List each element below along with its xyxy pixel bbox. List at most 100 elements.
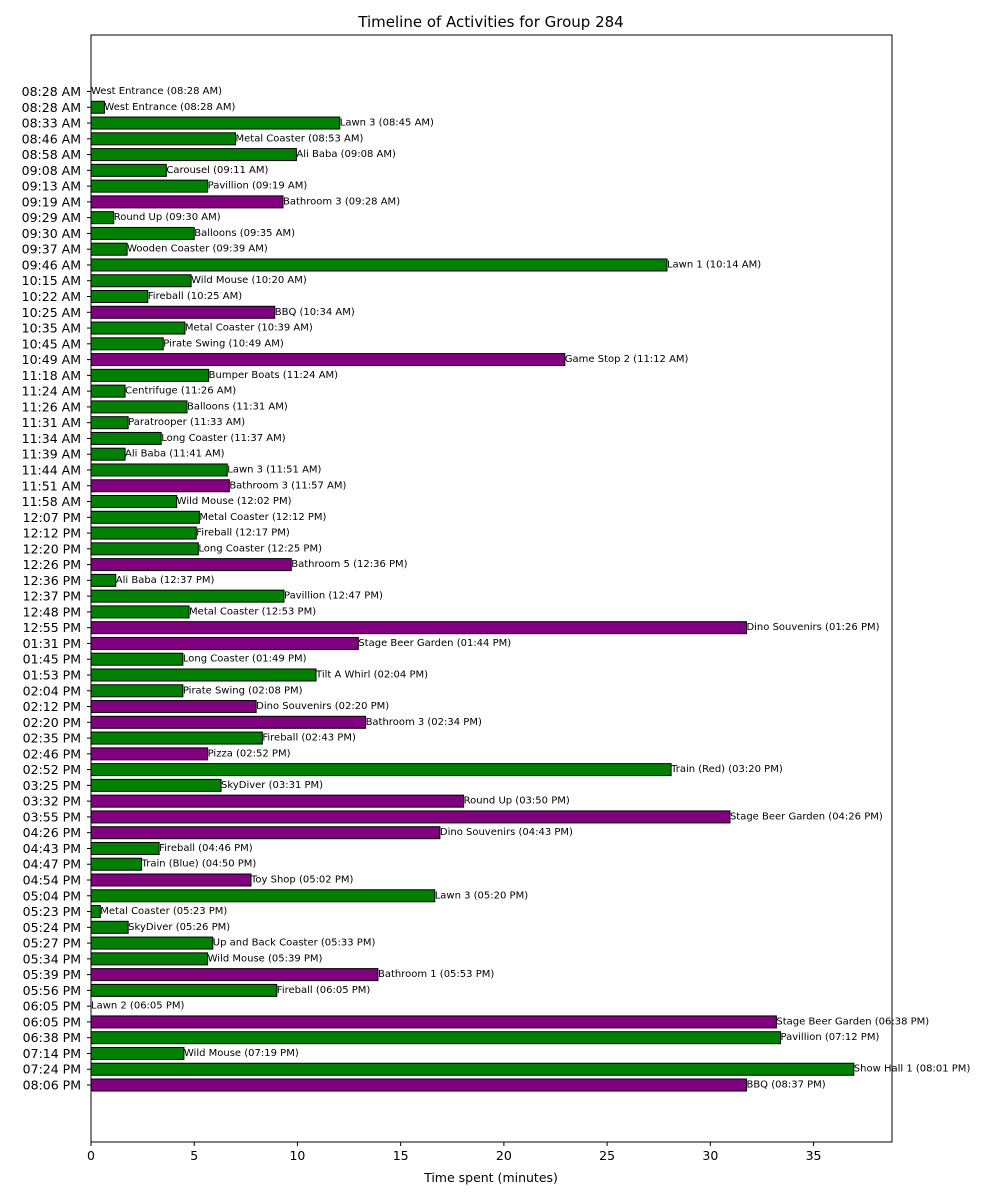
- y-tick-label-23: 11:39 AM: [22, 447, 81, 462]
- y-tick-label-45: 03:32 PM: [23, 794, 81, 809]
- bar-label-3: Metal Coaster (08:53 AM): [236, 133, 364, 144]
- bar-label-13: Fireball (10:25 AM): [148, 291, 242, 302]
- bar-11: [90, 258, 668, 272]
- bar-label-6: Pavillion (09:19 AM): [208, 181, 308, 192]
- y-tick-label-15: 10:35 AM: [22, 321, 81, 336]
- y-tick-label-55: 05:34 PM: [23, 951, 81, 966]
- bar-40: [90, 715, 367, 729]
- y-tick-label-63: 08:06 PM: [23, 1078, 81, 1093]
- y-tick-label-62: 07:24 PM: [23, 1062, 81, 1077]
- bar-label-28: Fireball (12:17 PM): [196, 528, 290, 539]
- y-tick-label-19: 11:24 AM: [22, 384, 81, 399]
- x-axis-label: Time spent (minutes): [423, 1170, 558, 1185]
- bar-label-56: Bathroom 1 (05:53 PM): [378, 969, 494, 980]
- y-tick-label-13: 10:22 AM: [22, 289, 81, 304]
- bar-34: [90, 621, 747, 635]
- y-tick-label-37: 01:53 PM: [23, 667, 81, 682]
- bar-label-38: Pirate Swing (02:08 PM): [183, 685, 303, 696]
- bar-52: [90, 905, 101, 919]
- bar-label-20: Balloons (11:31 AM): [187, 401, 288, 412]
- y-tick-label-40: 02:20 PM: [23, 715, 81, 730]
- y-tick-label-44: 03:25 PM: [23, 778, 81, 793]
- bar-label-9: Balloons (09:35 AM): [194, 228, 295, 239]
- y-tick-label-0: 08:28 AM: [22, 84, 81, 99]
- y-tick-label-59: 06:05 PM: [23, 1014, 81, 1029]
- bar-2: [90, 116, 341, 130]
- bar-1: [90, 100, 105, 114]
- bar-63: [90, 1078, 747, 1092]
- bar-label-43: Train (Red) (03:20 PM): [670, 764, 783, 775]
- bar-28: [90, 526, 197, 540]
- bar-25: [90, 479, 230, 493]
- bar-label-32: Pavillion (12:47 PM): [284, 591, 383, 602]
- y-tick-label-28: 12:12 PM: [23, 526, 81, 541]
- bar-label-14: BBQ (10:34 AM): [275, 307, 355, 318]
- bar-29: [90, 542, 199, 556]
- bar-label-55: Wild Mouse (05:39 PM): [208, 953, 323, 964]
- bar-label-60: Pavillion (07:12 PM): [781, 1032, 880, 1043]
- bar-62: [90, 1062, 855, 1076]
- bar-26: [90, 495, 178, 509]
- bar-48: [90, 841, 160, 855]
- bar-label-30: Bathroom 5 (12:36 PM): [291, 559, 407, 570]
- bar-24: [90, 463, 228, 477]
- bar-35: [90, 636, 359, 650]
- y-tick-label-3: 08:46 AM: [22, 131, 81, 146]
- bar-49: [90, 857, 143, 871]
- y-tick-label-8: 09:29 AM: [22, 210, 81, 225]
- y-tick-label-25: 11:51 AM: [22, 478, 81, 493]
- y-tick-label-35: 01:31 PM: [23, 636, 81, 651]
- y-tick-label-41: 02:35 PM: [23, 731, 81, 746]
- bar-label-11: Lawn 1 (10:14 AM): [667, 259, 761, 270]
- y-tick-label-4: 08:58 AM: [22, 147, 81, 162]
- bar-15: [90, 321, 186, 335]
- y-tick-label-14: 10:25 AM: [22, 305, 81, 320]
- y-tick-label-11: 09:46 AM: [22, 257, 81, 272]
- bar-label-40: Bathroom 3 (02:34 PM): [366, 717, 482, 728]
- y-tick-label-48: 04:43 PM: [23, 841, 81, 856]
- bar-16: [90, 337, 164, 351]
- y-tick-label-10: 09:37 AM: [22, 242, 81, 257]
- bar-14: [90, 305, 276, 319]
- y-tick-label-38: 02:04 PM: [23, 683, 81, 698]
- y-tick-label-22: 11:34 AM: [22, 431, 81, 446]
- bar-38: [90, 684, 184, 698]
- bar-45: [90, 794, 465, 808]
- bar-label-44: SkyDiver (03:31 PM): [221, 780, 323, 791]
- bar-42: [90, 747, 209, 761]
- bar-3: [90, 132, 237, 146]
- bar-43: [90, 763, 672, 777]
- bar-33: [90, 605, 190, 619]
- chart-title: Timeline of Activities for Group 284: [357, 13, 623, 31]
- bar-37: [90, 668, 317, 682]
- y-tick-label-32: 12:37 PM: [23, 589, 81, 604]
- y-tick-label-18: 11:18 AM: [22, 368, 81, 383]
- bar-8: [90, 211, 115, 225]
- y-tick-label-51: 05:04 PM: [23, 888, 81, 903]
- y-tick-label-49: 04:47 PM: [23, 857, 81, 872]
- bar-label-61: Wild Mouse (07:19 PM): [184, 1048, 299, 1059]
- y-tick-label-7: 09:19 AM: [22, 194, 81, 209]
- bar-18: [90, 368, 210, 382]
- bar-label-19: Centrifuge (11:26 AM): [125, 386, 236, 397]
- bar-label-15: Metal Coaster (10:39 AM): [185, 323, 313, 334]
- bar-label-27: Metal Coaster (12:12 PM): [199, 512, 326, 523]
- y-tick-label-43: 02:52 PM: [23, 762, 81, 777]
- bar-label-35: Stage Beer Garden (01:44 PM): [358, 638, 511, 649]
- bar-label-7: Bathroom 3 (09:28 AM): [283, 196, 400, 207]
- bar-label-54: Up and Back Coaster (05:33 PM): [213, 938, 376, 949]
- y-tick-label-36: 01:45 PM: [23, 652, 81, 667]
- bar-label-42: Pizza (02:52 PM): [208, 748, 291, 759]
- bar-label-8: Round Up (09:30 AM): [114, 212, 221, 223]
- bar-label-45: Round Up (03:50 PM): [464, 796, 570, 807]
- bar-label-18: Bumper Boats (11:24 AM): [209, 370, 339, 381]
- bar-20: [90, 400, 188, 414]
- bar-label-23: Ali Baba (11:41 AM): [125, 449, 225, 460]
- plot-frame: [90, 34, 893, 1143]
- bar-56: [90, 968, 379, 982]
- bar-47: [90, 826, 441, 840]
- y-tick-label-1: 08:28 AM: [22, 100, 81, 115]
- bar-label-17: Game Stop 2 (11:12 AM): [565, 354, 689, 365]
- y-tick-label-26: 11:58 AM: [22, 494, 81, 509]
